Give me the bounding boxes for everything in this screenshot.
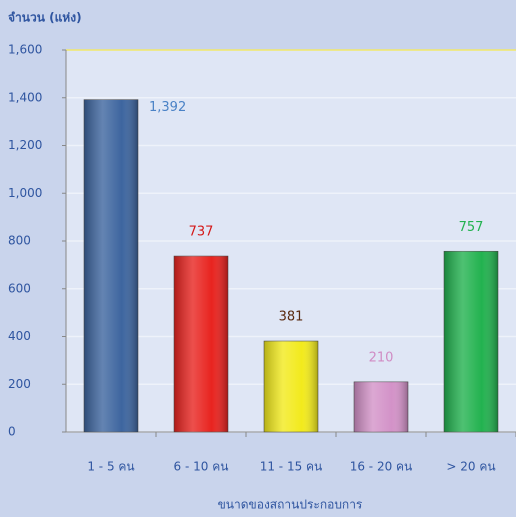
bar-shine [174,256,228,432]
x-tick-label: 16 - 20 คน [350,460,413,474]
value-label: 757 [459,220,484,235]
y-tick-label: 0 [8,425,16,439]
bar-shine [444,251,498,432]
x-axis-title: ขนาดของสถานประกอบการ [218,498,363,512]
x-tick-label: > 20 คน [446,460,495,474]
bar-shine [354,381,408,432]
y-tick-label: 1,000 [8,186,42,200]
y-axis-title: จำนวน (แห่ง) [8,11,82,25]
bar-shine [84,99,138,432]
value-label: 737 [189,225,214,240]
y-tick-label: 200 [8,377,31,391]
value-label: 381 [279,310,304,325]
y-tick-label: 1,400 [8,90,42,104]
value-label: 1,392 [149,100,186,115]
y-tick-label: 600 [8,281,31,295]
x-tick-label: 11 - 15 คน [260,460,323,474]
value-label: 210 [369,350,394,365]
bar-shine [264,341,318,432]
y-tick-label: 1,200 [8,138,42,152]
x-tick-label: 1 - 5 คน [87,460,134,474]
y-tick-label: 1,600 [8,43,42,57]
y-tick-label: 400 [8,329,31,343]
y-tick-label: 800 [8,234,31,248]
x-tick-label: 6 - 10 คน [174,460,229,474]
